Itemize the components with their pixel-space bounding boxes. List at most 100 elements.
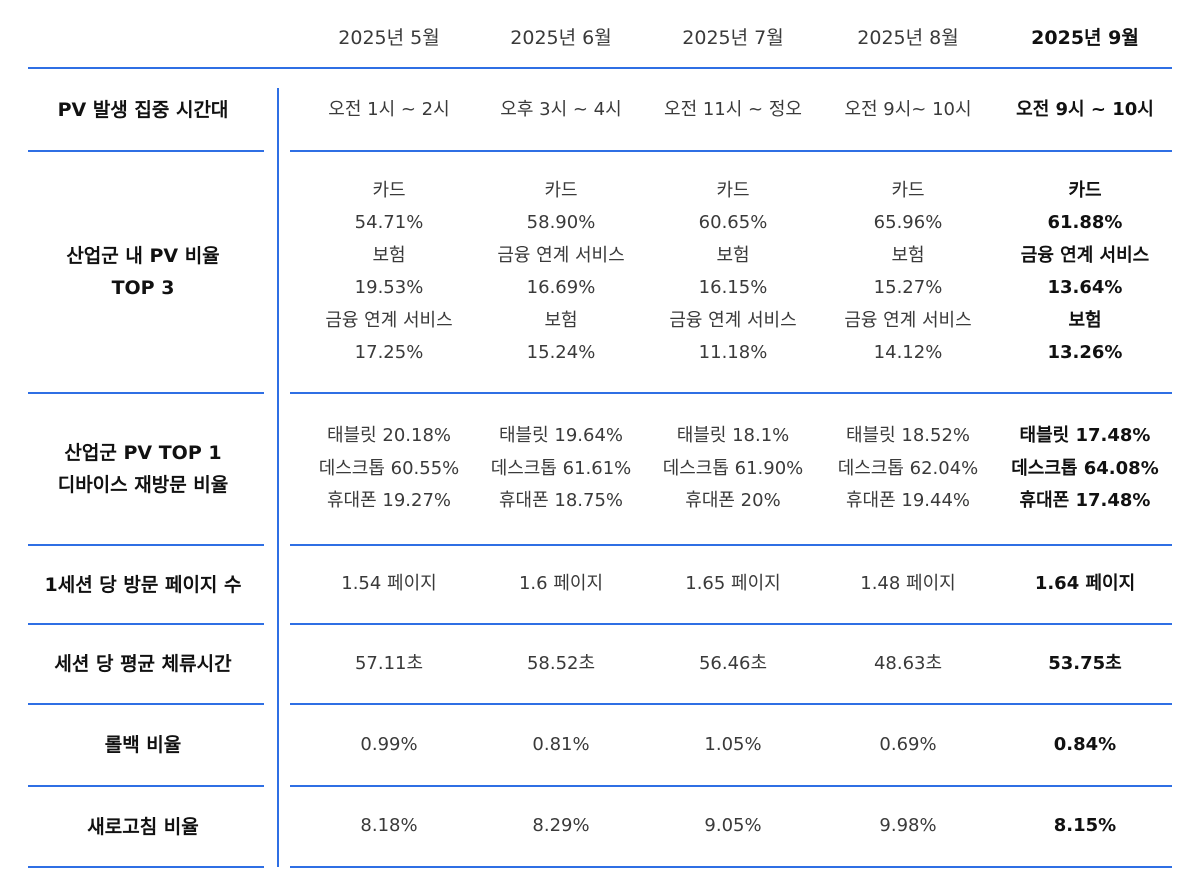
label-column-divider: [277, 88, 279, 867]
cell-text: 오후 3시 ~ 4시: [500, 98, 622, 120]
cell-device-revisit-may: 태블릿 20.18% 데스크톱 60.55% 휴대폰 19.27%: [303, 394, 475, 544]
cell-pages-per-session-june: 1.6 페이지: [475, 546, 647, 623]
cell-text: 16.15%: [698, 277, 768, 298]
cell-text: 데스크톱 64.08%: [1011, 457, 1159, 479]
cell-text: 14.12%: [873, 342, 943, 363]
row-label-pages-per-session: 1세션 당 방문 페이지 수: [20, 546, 266, 623]
header-divider: [28, 67, 1172, 69]
cell-text: 0.84%: [1053, 733, 1117, 755]
cell-text: 61.88%: [1047, 212, 1123, 233]
row-label-industry-pv-top3: 산업군 내 PV 비율 TOP 3: [20, 152, 266, 392]
cell-text: 데스크톱 61.90%: [662, 457, 804, 479]
cell-avg-duration-july: 56.46초: [647, 625, 819, 703]
cell-rollback-june: 0.81%: [475, 705, 647, 785]
cell-avg-duration-august: 48.63초: [819, 625, 997, 703]
cell-pages-per-session-may: 1.54 페이지: [303, 546, 475, 623]
cell-text: 54.71%: [354, 212, 424, 233]
cell-device-revisit-august: 태블릿 18.52% 데스크톱 62.04% 휴대폰 19.44%: [819, 394, 997, 544]
cell-text: 금융 연계 서비스: [1020, 244, 1150, 266]
cell-text: 휴대폰 19.44%: [845, 490, 971, 512]
cell-text: 0.81%: [532, 733, 590, 755]
row-divider-values: [290, 544, 1172, 546]
bottom-divider-label: [28, 866, 264, 868]
cell-text: 8.15%: [1053, 815, 1117, 837]
cell-text: 보험: [716, 244, 750, 266]
cell-text: 13.26%: [1047, 342, 1123, 363]
bottom-divider-values: [290, 866, 1172, 868]
cell-refresh-august: 9.98%: [819, 787, 997, 866]
cell-text: 태블릿 20.18%: [326, 425, 452, 447]
cell-text: 1.65 페이지: [685, 573, 781, 595]
cell-text: 16.69%: [526, 277, 596, 298]
cell-text: 카드: [1068, 179, 1102, 201]
row-divider-label: [28, 703, 264, 705]
cell-text: 19.53%: [354, 277, 424, 298]
cell-text: 오전 9시 ~ 10시: [1016, 98, 1154, 120]
cell-text: 8.18%: [360, 815, 418, 837]
cell-text: 태블릿 18.52%: [845, 425, 971, 447]
cell-avg-duration-june: 58.52초: [475, 625, 647, 703]
cell-industry-top3-june: 카드 58.90% 금융 연계 서비스 16.69% 보험 15.24%: [475, 152, 647, 392]
cell-text: 17.25%: [354, 342, 424, 363]
cell-text: 카드: [544, 179, 578, 201]
cell-text: 1.6 페이지: [518, 573, 604, 595]
cell-text: 0.99%: [360, 733, 418, 755]
cell-text: 58.90%: [526, 212, 596, 233]
cell-pages-per-session-july: 1.65 페이지: [647, 546, 819, 623]
cell-pages-per-session-august: 1.48 페이지: [819, 546, 997, 623]
cell-text: 태블릿 18.1%: [676, 425, 790, 447]
cell-text: 8.29%: [532, 815, 590, 837]
cell-rollback-july: 1.05%: [647, 705, 819, 785]
cell-text: 보험: [891, 244, 925, 266]
row-divider-label: [28, 544, 264, 546]
cell-refresh-june: 8.29%: [475, 787, 647, 866]
row-divider-values: [290, 150, 1172, 152]
cell-peak-time-july: 오전 11시 ~ 정오: [647, 70, 819, 150]
cell-peak-time-august: 오전 9시~ 10시: [819, 70, 997, 150]
cell-rollback-september: 0.84%: [997, 705, 1173, 785]
row-label-text: 산업군 내 PV 비율: [66, 245, 220, 267]
cell-refresh-september: 8.15%: [997, 787, 1173, 866]
cell-avg-duration-september: 53.75초: [997, 625, 1173, 703]
cell-text: 오전 1시 ~ 2시: [328, 98, 450, 120]
cell-text: 57.11초: [354, 652, 424, 674]
cell-text: 데스크톱 61.61%: [490, 457, 632, 479]
column-header-may: 2025년 5월: [338, 27, 440, 49]
cell-text: 15.27%: [873, 277, 943, 298]
cell-text: 카드: [372, 179, 406, 201]
cell-text: 데스크톱 62.04%: [837, 457, 979, 479]
column-header-july: 2025년 7월: [682, 27, 784, 49]
row-divider-values: [290, 785, 1172, 787]
row-label-text: 롤백 비율: [104, 734, 182, 756]
cell-peak-time-september: 오전 9시 ~ 10시: [997, 70, 1173, 150]
row-label-peak-time: PV 발생 집중 시간대: [20, 70, 266, 150]
cell-text: 15.24%: [526, 342, 596, 363]
cell-text: 58.52초: [526, 652, 596, 674]
cell-text: 카드: [891, 179, 925, 201]
cell-text: 휴대폰 19.27%: [326, 490, 452, 512]
cell-device-revisit-september: 태블릿 17.48% 데스크톱 64.08% 휴대폰 17.48%: [997, 394, 1173, 544]
cell-refresh-july: 9.05%: [647, 787, 819, 866]
cell-text: 56.46초: [698, 652, 768, 674]
row-label-device-revisit: 산업군 PV TOP 1 디바이스 재방문 비율: [20, 394, 266, 544]
cell-text: 1.05%: [704, 733, 762, 755]
cell-text: 태블릿 17.48%: [1019, 425, 1151, 447]
cell-industry-top3-september: 카드 61.88% 금융 연계 서비스 13.64% 보험 13.26%: [997, 152, 1173, 392]
cell-text: 금융 연계 서비스: [325, 309, 453, 331]
cell-text: 11.18%: [698, 342, 768, 363]
cell-text: 13.64%: [1047, 277, 1123, 298]
row-divider-values: [290, 703, 1172, 705]
cell-text: 60.65%: [698, 212, 768, 233]
row-label-avg-session-duration: 세션 당 평균 체류시간: [20, 625, 266, 703]
row-label-text: 산업군 PV TOP 1: [64, 442, 222, 464]
cell-avg-duration-may: 57.11초: [303, 625, 475, 703]
row-label-text: PV 발생 집중 시간대: [57, 99, 229, 121]
cell-industry-top3-august: 카드 65.96% 보험 15.27% 금융 연계 서비스 14.12%: [819, 152, 997, 392]
cell-device-revisit-july: 태블릿 18.1% 데스크톱 61.90% 휴대폰 20%: [647, 394, 819, 544]
row-divider-label: [28, 150, 264, 152]
cell-peak-time-may: 오전 1시 ~ 2시: [303, 70, 475, 150]
row-label-text: TOP 3: [111, 277, 175, 299]
cell-industry-top3-july: 카드 60.65% 보험 16.15% 금융 연계 서비스 11.18%: [647, 152, 819, 392]
cell-device-revisit-june: 태블릿 19.64% 데스크톱 61.61% 휴대폰 18.75%: [475, 394, 647, 544]
row-label-text: 새로고침 비율: [87, 815, 199, 838]
